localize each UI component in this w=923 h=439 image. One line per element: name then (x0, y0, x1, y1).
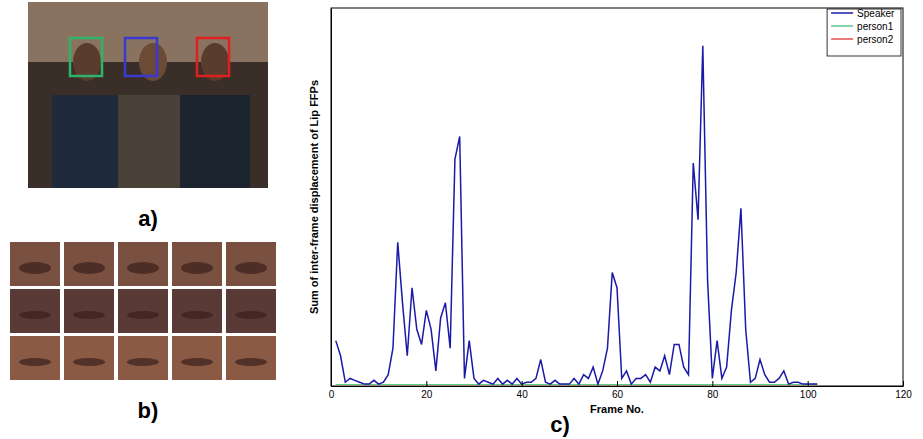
lip-shape (19, 358, 51, 366)
x-tick-label: 100 (800, 389, 817, 400)
series-line (336, 384, 817, 386)
x-tick-mark (903, 381, 904, 386)
x-tick-label: 120 (895, 389, 912, 400)
face-box (125, 38, 157, 76)
lip-crop (118, 242, 168, 286)
lip-shape (73, 262, 105, 274)
y-axis-title: Sum of inter-frame displacement of Lip F… (308, 80, 320, 314)
lip-shape (19, 262, 51, 274)
x-tick-mark (617, 381, 618, 386)
lip-crop (172, 289, 222, 333)
lip-crop (118, 336, 168, 380)
x-tick-label: 0 (329, 389, 335, 400)
legend-label: person2 (857, 34, 894, 45)
lip-crop (226, 336, 276, 380)
lip-shape (235, 262, 267, 274)
panel-a (28, 2, 268, 188)
panel-label: c) (550, 412, 570, 437)
x-tick-label: 20 (421, 389, 433, 400)
panel-b (10, 242, 276, 380)
plot-frame (331, 8, 903, 386)
person-body (118, 95, 188, 188)
lip-crop (172, 242, 222, 286)
lip-shape (235, 311, 267, 319)
person-body (180, 95, 250, 188)
legend: Speaker person1 person2 (827, 8, 901, 56)
panel-label: b) (138, 398, 159, 423)
y-axis-line (331, 9, 332, 387)
x-tick-mark (712, 381, 713, 386)
lip-crop (10, 336, 60, 380)
lip-shape (127, 262, 159, 274)
legend-swatch (831, 25, 853, 27)
lip-crop (10, 242, 60, 286)
x-tick-label: 60 (612, 389, 624, 400)
x-tick: 60 (612, 381, 624, 400)
lip-shape (73, 311, 105, 319)
lip-crop (226, 289, 276, 333)
lip-crop (226, 242, 276, 286)
x-tick: 20 (421, 381, 433, 400)
photo (28, 2, 268, 188)
x-tick: 120 (895, 381, 912, 400)
lip-crop (64, 336, 114, 380)
face-box (70, 38, 102, 76)
lip-shape (127, 311, 159, 319)
x-axis-line (332, 386, 904, 387)
legend-label: person1 (857, 21, 894, 32)
lip-crop (118, 289, 168, 333)
lip-shape (235, 358, 267, 366)
legend-box (827, 9, 901, 56)
plot-lines (336, 46, 817, 385)
figure: a) b) 0 20 40 60 80 100 120 Frame No. Sum of inter… (0, 0, 923, 439)
y-axis (331, 9, 332, 387)
x-tick: 40 (517, 381, 529, 400)
x-tick-label: 40 (517, 389, 529, 400)
x-tick: 80 (707, 381, 719, 400)
x-axis-title: Frame No. (590, 403, 644, 415)
x-tick-label: 80 (707, 389, 719, 400)
lip-shape (19, 311, 51, 319)
lip-shape (181, 262, 213, 274)
legend-swatch (831, 38, 853, 40)
x-tick: 100 (800, 381, 817, 400)
lip-shape (127, 358, 159, 366)
panel-label: a) (138, 206, 158, 231)
face-box (197, 38, 229, 76)
legend-label: Speaker (857, 8, 895, 19)
lip-crop (172, 336, 222, 380)
series-line (336, 384, 817, 386)
x-axis: 0 20 40 60 80 100 120 (329, 381, 913, 400)
lip-shape (181, 358, 213, 366)
lip-shape (181, 311, 213, 319)
lip-crop (10, 289, 60, 333)
x-tick-mark (808, 381, 809, 386)
x-tick-mark (426, 381, 427, 386)
person-body (52, 95, 122, 188)
lip-shape (73, 358, 105, 366)
legend-swatch (831, 12, 853, 14)
x-tick-mark (522, 381, 523, 386)
series-line (336, 46, 817, 384)
lip-crop (64, 242, 114, 286)
lip-crop (64, 289, 114, 333)
